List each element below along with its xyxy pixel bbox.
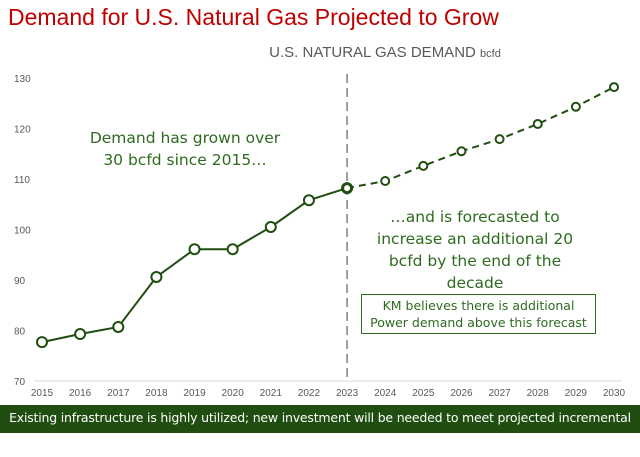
data-point-forecast xyxy=(418,160,429,171)
annotation-historical: Demand has grown over 30 bcfd since 2015… xyxy=(89,129,281,169)
y-tick-label: 70 xyxy=(14,377,26,388)
x-tick-label: 2020 xyxy=(222,388,245,399)
x-tick-label: 2026 xyxy=(450,388,473,399)
chart-title: U.S. NATURAL GAS DEMAND bcfd xyxy=(0,44,640,61)
data-point-historical xyxy=(36,336,48,349)
annotation-forecast: …and is forecasted to increase an additi… xyxy=(376,208,574,292)
y-tick-label: 80 xyxy=(14,327,26,338)
data-point-historical xyxy=(74,328,87,341)
x-tick-label: 2017 xyxy=(107,388,130,399)
data-point-historical xyxy=(302,194,315,207)
data-point-forecast xyxy=(380,176,391,187)
data-point-forecast xyxy=(570,101,581,112)
x-tick-label: 2019 xyxy=(183,388,206,399)
data-point-forecast xyxy=(609,82,619,93)
data-point-forecast xyxy=(532,118,543,129)
data-point-historical xyxy=(150,270,163,283)
x-tick-label: 2015 xyxy=(31,388,54,399)
data-point-historical xyxy=(188,243,201,256)
chart-unit: bcfd xyxy=(480,48,501,60)
data-point-historical xyxy=(226,243,239,256)
series-line-historical xyxy=(41,187,348,344)
x-tick-label: 2023 xyxy=(336,388,359,399)
x-tick-label: 2018 xyxy=(145,388,168,399)
x-tick-label: 2016 xyxy=(69,388,92,399)
y-tick-label: 130 xyxy=(14,74,31,85)
x-tick-label: 2029 xyxy=(565,388,588,399)
data-point-forecast xyxy=(494,134,505,145)
footer-banner: Existing infrastructure is highly utiliz… xyxy=(0,405,640,451)
x-tick-label: 2024 xyxy=(374,388,397,399)
page-title: Demand for U.S. Natural Gas Projected to… xyxy=(8,4,499,30)
data-point-historical xyxy=(264,220,277,233)
x-tick-label: 2027 xyxy=(488,388,511,399)
x-tick-label: 2030 xyxy=(603,388,626,399)
y-tick-label: 110 xyxy=(14,175,30,186)
x-tick-label: 2021 xyxy=(260,388,283,399)
annotation-power-box: KM believes there is additional Power de… xyxy=(361,294,596,334)
data-point-historical xyxy=(112,320,125,333)
x-tick-label: 2022 xyxy=(298,388,321,399)
x-tick-label: 2025 xyxy=(412,388,435,399)
chart-title-text: U.S. NATURAL GAS DEMAND xyxy=(269,44,476,61)
x-tick-label: 2028 xyxy=(527,388,550,399)
y-tick-label: 120 xyxy=(14,125,31,136)
data-point-forecast xyxy=(456,146,467,157)
data-point-forecast xyxy=(342,183,353,194)
y-tick-label: 100 xyxy=(14,226,31,237)
line-chart: 70 80 90 100 110 120 130 2015 2016 2017 2018 2019 20… xyxy=(14,74,626,399)
y-tick-label: 90 xyxy=(14,276,26,287)
